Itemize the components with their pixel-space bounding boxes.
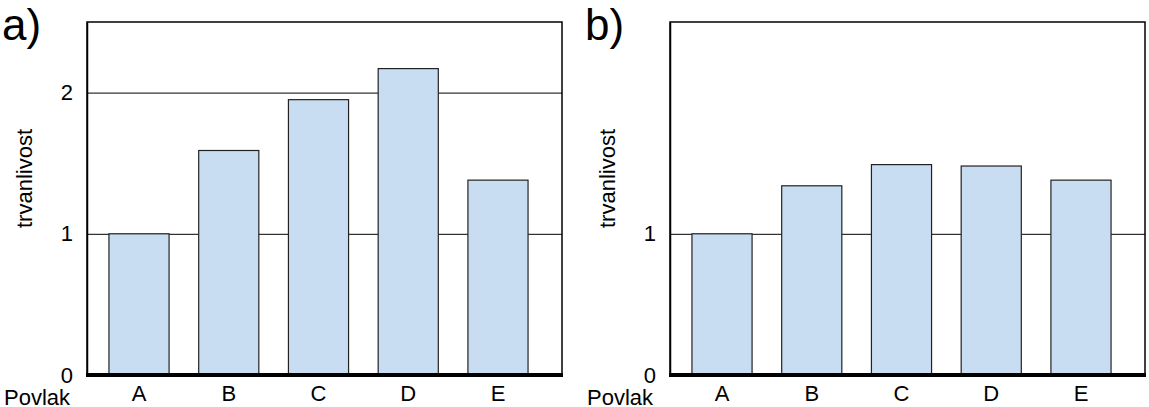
x-tick: B xyxy=(221,381,236,406)
y-axis-line xyxy=(670,23,672,376)
bar xyxy=(961,166,1021,375)
x-tick-label: D xyxy=(400,381,416,406)
bar xyxy=(109,234,169,375)
bar xyxy=(288,100,348,375)
x-tick: B xyxy=(804,381,819,406)
x-tick-label: B xyxy=(804,381,819,406)
panel: 01ABCDEPovlaktrvanlivostb) xyxy=(585,0,1146,407)
panel-title: b) xyxy=(585,0,624,49)
y-axis: 0 1 2 xyxy=(61,23,562,388)
y-tick-label: 1 xyxy=(644,221,656,246)
x-tick-label: A xyxy=(715,381,730,406)
grid-line xyxy=(87,375,562,376)
x-tick-label: D xyxy=(983,381,999,406)
bar xyxy=(692,234,752,375)
y-axis-title: trvanlivost xyxy=(595,129,620,228)
bar xyxy=(1051,180,1111,375)
y-axis-line xyxy=(87,23,89,376)
x-tick-label: C xyxy=(894,381,910,406)
grid-line xyxy=(87,93,562,94)
plot-frame xyxy=(670,22,1145,375)
bars xyxy=(692,165,1111,375)
bar xyxy=(871,165,931,375)
bars xyxy=(109,69,528,375)
x-axis: A B C D E xyxy=(669,375,1146,406)
y-tick-label: 2 xyxy=(61,80,73,105)
x-tick: C xyxy=(311,381,327,406)
x-tick: C xyxy=(894,381,910,406)
bar xyxy=(468,180,528,375)
x-axis-line xyxy=(669,373,1146,377)
y-axis: 01 xyxy=(644,23,1145,388)
y-tick-label: 0 xyxy=(61,363,73,388)
x-axis-line xyxy=(86,373,563,377)
x-tick: A xyxy=(132,381,147,406)
y-tick-label: 0 xyxy=(644,363,656,388)
panel-title: a) xyxy=(2,0,41,49)
bar xyxy=(782,186,842,375)
x-tick: A xyxy=(715,381,730,406)
y-tick-label: 1 xyxy=(61,221,73,246)
x-tick-label: A xyxy=(132,381,147,406)
x-axis-title: Povlak xyxy=(587,385,654,407)
x-tick-label: C xyxy=(311,381,327,406)
x-tick-label: E xyxy=(491,381,506,406)
x-tick: E xyxy=(1074,381,1089,406)
x-axis-title: Povlak xyxy=(4,385,71,407)
y-axis-title: trvanlivost xyxy=(12,129,37,228)
figure: 012ABCDEPovlaktrvanlivosta)01ABCDEPovlak… xyxy=(0,0,1149,407)
x-tick-label: E xyxy=(1074,381,1089,406)
x-axis: A B C D E xyxy=(86,375,563,406)
x-tick: E xyxy=(491,381,506,406)
bar xyxy=(199,150,259,375)
x-tick: D xyxy=(983,381,999,406)
x-tick: D xyxy=(400,381,416,406)
x-tick-label: B xyxy=(221,381,236,406)
grid-line xyxy=(670,375,1145,376)
plot-frame xyxy=(87,22,562,375)
bar xyxy=(378,69,438,375)
panel: 0 1 2 A B C D E Povlak trvanlivost a) xyxy=(2,0,563,407)
